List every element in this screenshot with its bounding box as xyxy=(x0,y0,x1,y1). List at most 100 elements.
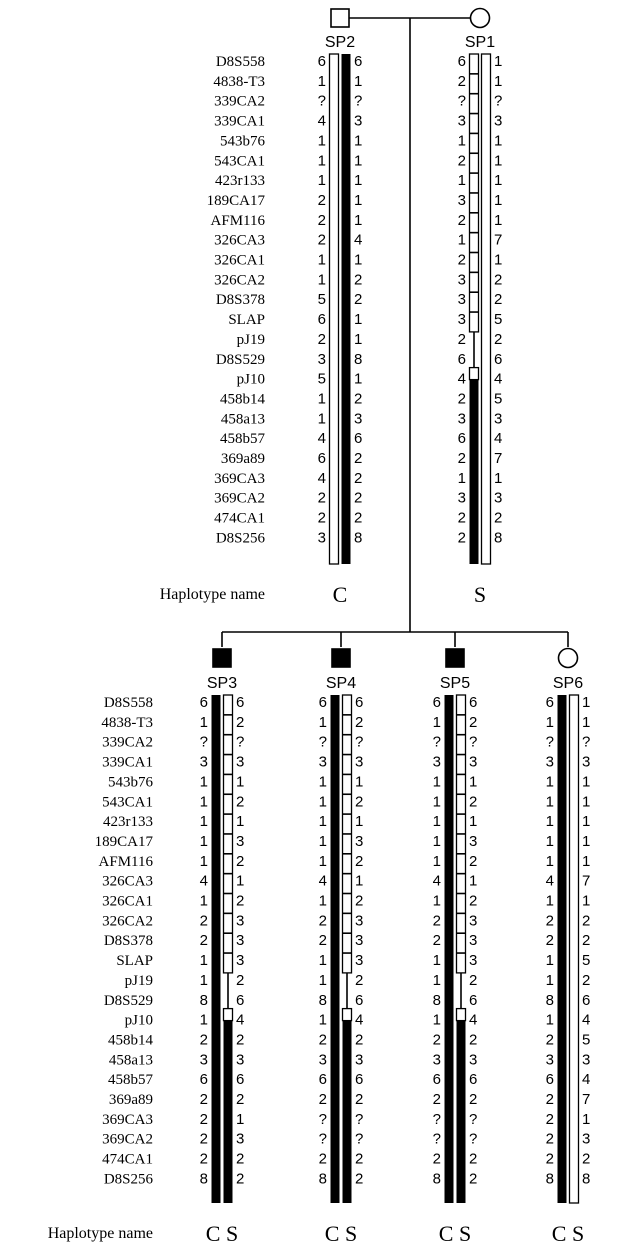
allele-right: 1 xyxy=(469,773,477,790)
allele-right: ? xyxy=(355,1131,363,1148)
allele-left: 8 xyxy=(319,1170,327,1187)
allele-left: 1 xyxy=(319,793,327,810)
allele-right: 1 xyxy=(354,331,362,348)
allele-right: 2 xyxy=(355,893,363,910)
allele-left: 8 xyxy=(546,992,554,1009)
allele-right: 1 xyxy=(582,1111,590,1128)
allele-right: 2 xyxy=(582,1151,590,1168)
haplotype-bar-box xyxy=(468,366,480,381)
allele-left: 2 xyxy=(546,1131,554,1148)
allele-left: 2 xyxy=(319,1031,327,1048)
haplotype-bar-black xyxy=(223,1020,233,1203)
allele-left: 6 xyxy=(433,1071,441,1088)
allele-left: ? xyxy=(319,734,327,751)
allele-left: 2 xyxy=(433,1151,441,1168)
male-symbol xyxy=(330,8,350,28)
allele-right: 7 xyxy=(494,450,502,467)
allele-left: 6 xyxy=(458,351,466,368)
allele-right: 3 xyxy=(582,1051,590,1068)
allele-left: 2 xyxy=(318,510,326,527)
haplotype-bar-box xyxy=(222,1007,234,1022)
allele-left: 1 xyxy=(319,773,327,790)
marker-label: 423r133 xyxy=(215,173,265,189)
marker-label: 458a13 xyxy=(109,1052,153,1068)
allele-left: 2 xyxy=(200,1091,208,1108)
haplotype-bar-black xyxy=(342,1020,352,1203)
marker-label: 543b76 xyxy=(108,774,154,790)
haplotype-bar-black xyxy=(211,695,221,1203)
marker-label: 369CA2 xyxy=(214,491,265,507)
allele-left: 1 xyxy=(433,714,441,731)
marker-label: 458b14 xyxy=(108,1032,154,1048)
haplotype-name: C S xyxy=(325,1221,357,1246)
allele-right: 7 xyxy=(582,873,590,890)
allele-right: 6 xyxy=(582,992,590,1009)
female-symbol xyxy=(469,7,491,29)
allele-right: 1 xyxy=(355,873,363,890)
allele-right: 2 xyxy=(469,972,477,989)
allele-right: 6 xyxy=(469,694,477,711)
allele-left: 3 xyxy=(433,1051,441,1068)
haplotype-bar-black xyxy=(341,54,351,564)
allele-left: 3 xyxy=(458,311,466,328)
allele-left: 2 xyxy=(458,529,466,546)
allele-left: ? xyxy=(433,1111,441,1128)
marker-label: 326CA2 xyxy=(102,913,153,929)
allele-right: ? xyxy=(355,1111,363,1128)
allele-left: 1 xyxy=(200,773,208,790)
allele-right: 3 xyxy=(494,410,502,427)
allele-right: 3 xyxy=(355,932,363,949)
allele-right: 3 xyxy=(469,1051,477,1068)
allele-right: 2 xyxy=(236,1091,244,1108)
allele-right: 1 xyxy=(355,773,363,790)
allele-left: 1 xyxy=(318,73,326,90)
allele-left: 3 xyxy=(458,490,466,507)
allele-left: ? xyxy=(546,734,554,751)
allele-left: 4 xyxy=(458,371,466,388)
allele-right: 1 xyxy=(354,73,362,90)
allele-right: 2 xyxy=(494,271,502,288)
allele-left: 4 xyxy=(319,873,327,890)
allele-right: 6 xyxy=(469,992,477,1009)
allele-left: 1 xyxy=(546,813,554,830)
allele-right: 2 xyxy=(236,1151,244,1168)
marker-label: SLAP xyxy=(116,953,153,969)
allele-right: 2 xyxy=(582,972,590,989)
allele-left: 1 xyxy=(433,952,441,969)
haplotype-bar-black xyxy=(469,379,479,564)
allele-left: 1 xyxy=(433,972,441,989)
haplotype-bar-black xyxy=(330,695,340,1203)
marker-label: 189CA17 xyxy=(207,193,266,209)
allele-right: 2 xyxy=(494,291,502,308)
allele-right: 1 xyxy=(354,172,362,189)
allele-left: 4 xyxy=(318,430,326,447)
marker-label: 4838-T3 xyxy=(213,74,265,90)
allele-right: 5 xyxy=(582,952,590,969)
allele-left: 1 xyxy=(200,793,208,810)
marker-label: 326CA1 xyxy=(102,894,153,910)
allele-right: 1 xyxy=(236,813,244,830)
allele-left: 2 xyxy=(319,1091,327,1108)
marker-label: SLAP xyxy=(228,312,265,328)
allele-left: 6 xyxy=(318,53,326,70)
allele-right: 1 xyxy=(469,813,477,830)
marker-label: 189CA17 xyxy=(95,834,154,850)
allele-right: 2 xyxy=(355,972,363,989)
allele-right: 2 xyxy=(354,291,362,308)
allele-right: 3 xyxy=(582,1131,590,1148)
allele-left: 3 xyxy=(458,410,466,427)
allele-right: 2 xyxy=(355,714,363,731)
allele-left: 2 xyxy=(433,912,441,929)
allele-left: 2 xyxy=(200,1131,208,1148)
allele-right: 1 xyxy=(494,470,502,487)
allele-left: 1 xyxy=(458,132,466,149)
allele-right: 1 xyxy=(494,212,502,229)
allele-right: 3 xyxy=(494,113,502,130)
allele-right: 1 xyxy=(354,192,362,209)
allele-left: ? xyxy=(318,93,326,110)
allele-right: 2 xyxy=(355,1091,363,1108)
allele-right: 3 xyxy=(469,754,477,771)
marker-label: 369a89 xyxy=(221,451,265,467)
marker-label: 369CA2 xyxy=(102,1132,153,1148)
allele-left: 6 xyxy=(546,1071,554,1088)
